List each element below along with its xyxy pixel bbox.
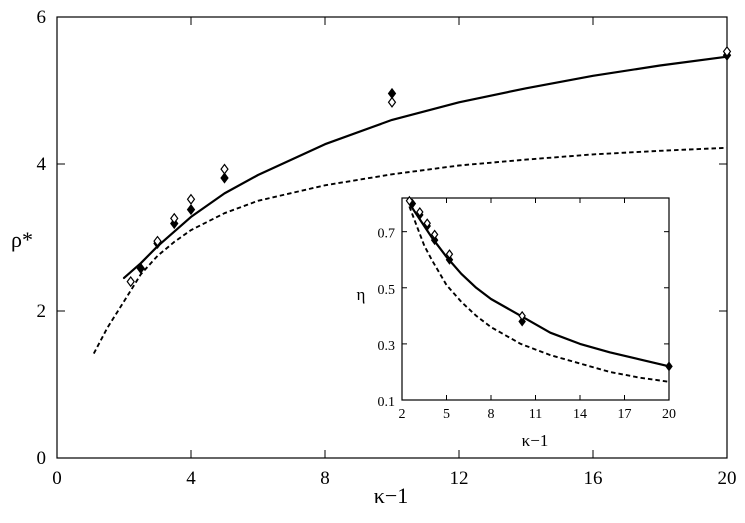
main-x-tick-label: 20 xyxy=(718,468,737,489)
main-series-1-dashed-line xyxy=(92,146,728,355)
inset-open-diamond-marker xyxy=(405,195,414,206)
inset-y-tick-label: 0.7 xyxy=(378,227,396,242)
main-filled-diamond-marker xyxy=(220,172,229,184)
inset-x-tick-label: 14 xyxy=(573,407,587,422)
inset-x-tick-label: 2 xyxy=(399,407,406,422)
inset-filled-diamond-marker xyxy=(665,361,673,372)
main-y-tick-label: 4 xyxy=(37,154,47,175)
main-open-diamond-marker xyxy=(170,212,179,224)
inset-open-diamond-marker xyxy=(518,310,526,321)
main-plot: 0 4 8 12 16 20 0 2 4 6 κ−1 ρ* xyxy=(11,7,736,508)
main-open-diamond-marker xyxy=(186,193,196,205)
inset-open-diamond-marker xyxy=(423,218,431,229)
main-x-tick-label: 16 xyxy=(584,468,603,489)
inset-open-diamond-marker xyxy=(430,229,439,240)
inset-x-tick-label: 17 xyxy=(618,407,632,422)
inset-filled-diamond-marker xyxy=(445,254,454,265)
inset-filled-diamond-marker xyxy=(518,316,526,327)
inset-open-diamond-marker xyxy=(445,249,454,260)
main-open-diamond-marker xyxy=(220,163,229,175)
inset-open-diamond-marker xyxy=(416,207,424,218)
main-x-tick-label: 4 xyxy=(186,468,196,489)
main-x-tick-label: 0 xyxy=(52,468,62,489)
inset-background xyxy=(402,198,669,400)
main-filled-diamond-marker xyxy=(136,262,145,274)
main-y-tick-label: 0 xyxy=(37,448,47,469)
main-open-diamond-marker xyxy=(153,235,162,247)
main-y-tick-label: 2 xyxy=(37,301,47,322)
inset-y-tick-label: 0.5 xyxy=(378,283,396,298)
inset-series-1-dashed-line xyxy=(408,206,670,383)
main-y-tick-label: 6 xyxy=(37,7,47,28)
main-x-tick-label: 8 xyxy=(320,468,330,489)
inset-x-tick-label: 5 xyxy=(443,407,450,422)
main-y-axis-label: ρ* xyxy=(11,227,33,252)
main-open-diamond-marker xyxy=(126,276,135,288)
inset-x-axis-label: κ−1 xyxy=(522,431,549,450)
main-x-tick-label: 12 xyxy=(450,468,469,489)
inset-x-tick-label: 8 xyxy=(488,407,495,422)
main-open-diamond-marker xyxy=(722,45,732,58)
inset-x-tick-label: 11 xyxy=(529,407,542,422)
main-x-axis-label: κ−1 xyxy=(374,483,409,508)
inset-x-tick-label: 20 xyxy=(662,407,676,422)
main-filled-diamond-marker xyxy=(186,203,196,216)
main-open-diamond-marker xyxy=(387,96,397,108)
main-plot-frame xyxy=(56,16,728,459)
inset-y-tick-label: 0.3 xyxy=(378,339,396,354)
inset-y-axis-label: η xyxy=(357,285,366,304)
inset-filled-diamond-marker xyxy=(430,235,439,246)
inset-plot: 2 5 8 11 14 17 20 0.1 0.3 0.5 0.7 κ−1 η xyxy=(357,195,676,450)
inset-y-tick-label: 0.1 xyxy=(378,395,396,410)
